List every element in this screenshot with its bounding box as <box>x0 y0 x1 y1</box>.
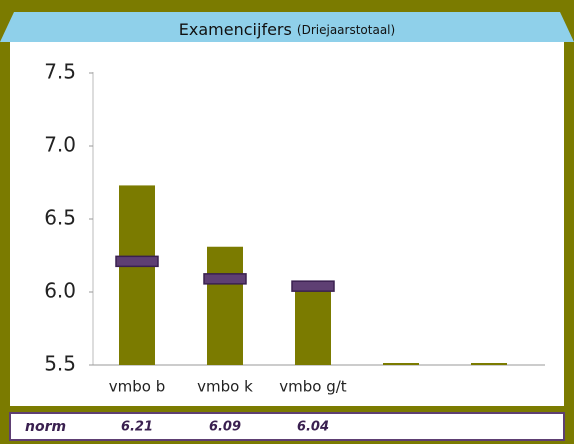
y-tick-label: 6.5 <box>44 206 76 230</box>
norm-marker <box>115 255 159 268</box>
x-tick-label: vmbo g/t <box>279 378 347 396</box>
header-band <box>0 12 574 42</box>
bar <box>119 185 155 365</box>
y-tick-label: 5.5 <box>44 352 76 376</box>
chart-title: Examencijfers (Driejaarstotaal) <box>179 20 395 39</box>
bar <box>383 363 419 365</box>
norm-value: 6.09 <box>209 420 241 435</box>
norm-value: 6.21 <box>121 420 153 435</box>
bar <box>295 281 331 365</box>
bar <box>471 363 507 365</box>
plot-panel <box>10 42 564 406</box>
x-tick-label: vmbo k <box>197 378 253 396</box>
y-tick-label: 6.0 <box>44 279 76 303</box>
y-tick-label: 7.0 <box>44 133 76 157</box>
norm-row <box>9 412 565 441</box>
y-tick-label: 7.5 <box>44 60 76 84</box>
x-tick-label: vmbo b <box>109 378 165 396</box>
norm-value: 6.04 <box>297 420 329 435</box>
bar <box>207 246 243 365</box>
norm-marker <box>291 280 335 292</box>
norm-label: norm <box>25 419 66 435</box>
norm-marker <box>203 273 247 285</box>
